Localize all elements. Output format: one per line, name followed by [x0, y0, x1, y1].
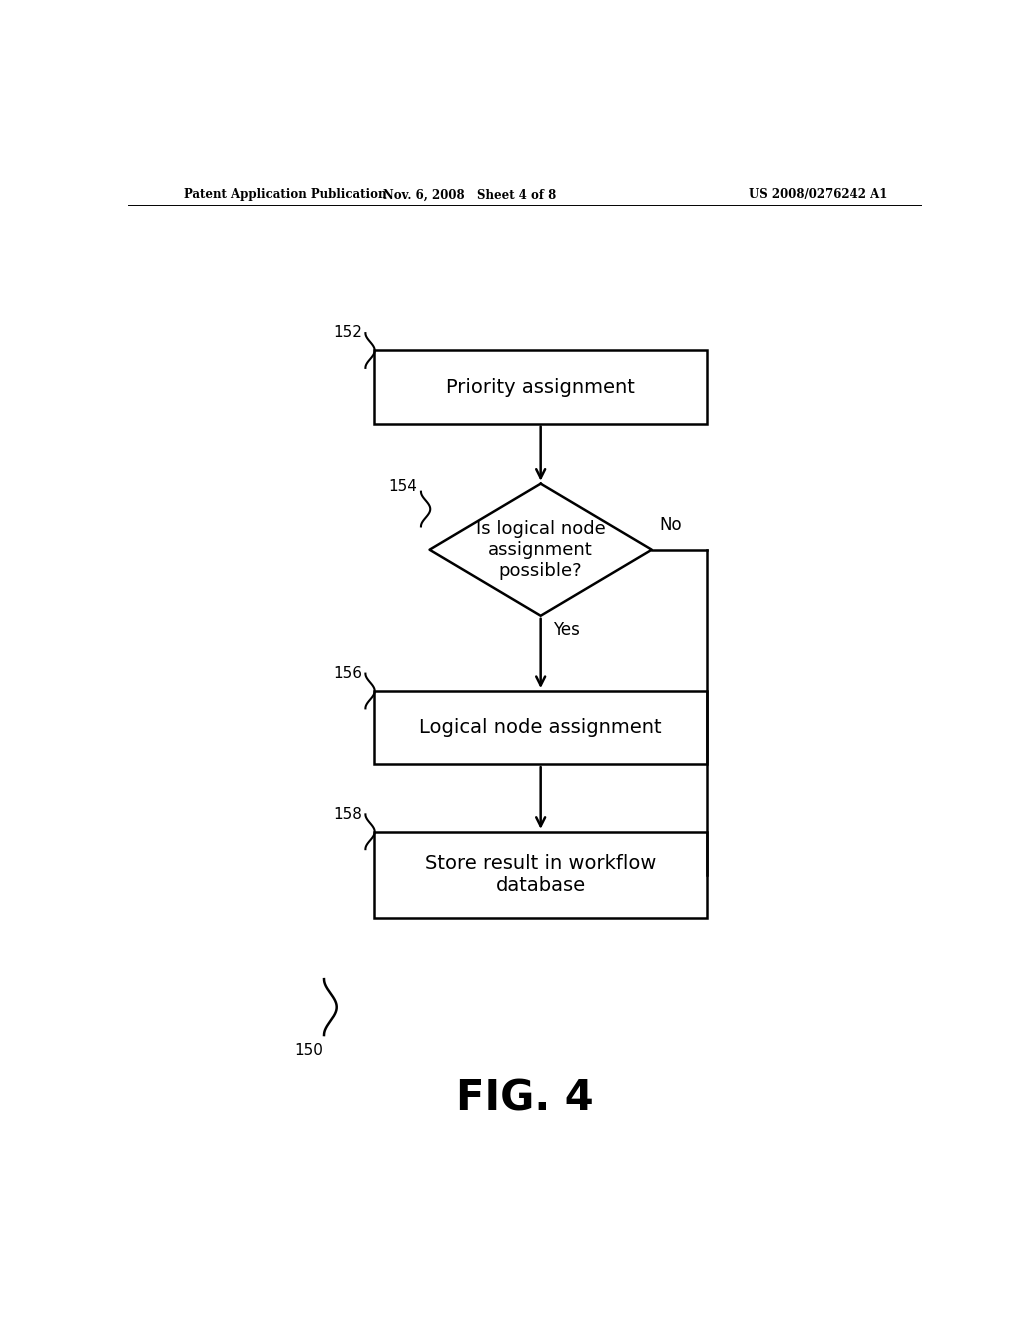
- Text: FIG. 4: FIG. 4: [456, 1077, 594, 1119]
- Text: Logical node assignment: Logical node assignment: [420, 718, 662, 737]
- Text: Store result in workflow
database: Store result in workflow database: [425, 854, 656, 895]
- FancyBboxPatch shape: [374, 832, 708, 919]
- Text: US 2008/0276242 A1: US 2008/0276242 A1: [750, 189, 888, 202]
- Text: 156: 156: [333, 665, 362, 681]
- Text: 150: 150: [295, 1043, 324, 1057]
- Text: Priority assignment: Priority assignment: [446, 378, 635, 396]
- Text: 158: 158: [333, 807, 362, 821]
- FancyBboxPatch shape: [374, 351, 708, 424]
- Text: No: No: [659, 516, 682, 535]
- Text: 154: 154: [389, 479, 418, 494]
- Text: Yes: Yes: [553, 620, 580, 639]
- Polygon shape: [430, 483, 652, 615]
- Text: Nov. 6, 2008   Sheet 4 of 8: Nov. 6, 2008 Sheet 4 of 8: [383, 189, 556, 202]
- Text: Patent Application Publication: Patent Application Publication: [183, 189, 386, 202]
- Text: 152: 152: [333, 325, 362, 341]
- Text: Is logical node
assignment
possible?: Is logical node assignment possible?: [476, 520, 605, 579]
- FancyBboxPatch shape: [374, 690, 708, 764]
